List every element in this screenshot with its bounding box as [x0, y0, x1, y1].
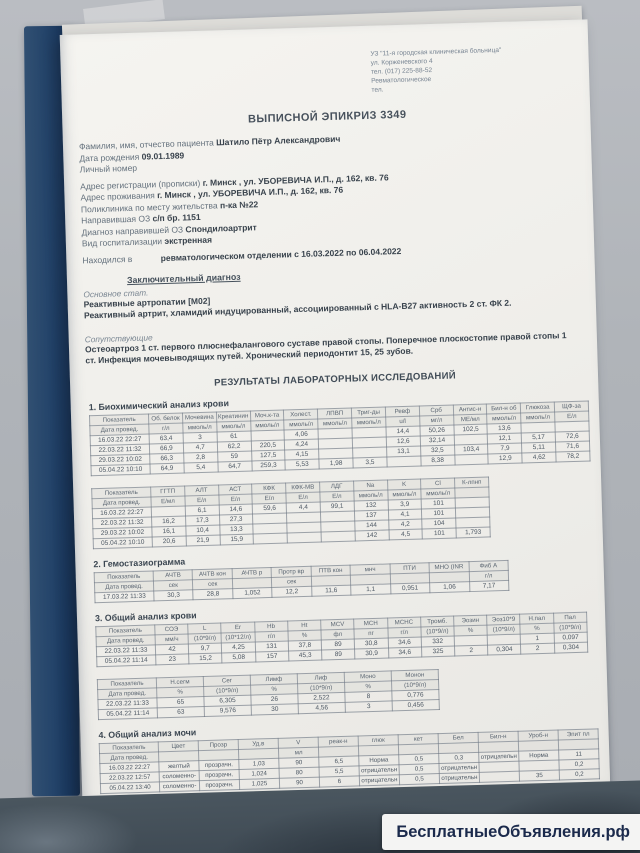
- table-cell: 30: [251, 703, 299, 716]
- table-cell: 05.04.22 10:10: [90, 464, 151, 476]
- table-cell: [479, 771, 520, 783]
- field-value: п-ка №22: [219, 198, 259, 210]
- table-cell: отрицательн: [439, 772, 480, 784]
- lab-results-title: РЕЗУЛЬТАТЫ ЛАБОРАТОРНЫХ ИССЛЕДОВАНИЙ: [214, 370, 457, 389]
- field-value: ревматологическом отделении с 16.03.2022…: [160, 245, 402, 263]
- table-cell: 63: [157, 706, 205, 718]
- table-cell: 05.04.22 13:40: [100, 781, 160, 794]
- field-value: Шатило Пётр Александрович: [216, 133, 341, 148]
- clinic-header: УЗ "11-я городская клиническая больница"…: [370, 45, 531, 95]
- table-cell: 1,025: [239, 778, 280, 790]
- table-cell: [253, 532, 288, 544]
- table-cell: 0,5: [399, 773, 440, 785]
- table-cell: 1,793: [456, 526, 491, 538]
- table-cell: 21,9: [185, 534, 220, 546]
- table-cell: 23: [155, 653, 190, 665]
- table-cell: 5,4: [183, 462, 218, 474]
- table-cell: 64,9: [149, 463, 185, 475]
- table-cell: 20,6: [152, 535, 187, 547]
- field-label: Вид госпитализации: [81, 235, 165, 249]
- table-cell: 15,2: [188, 652, 223, 664]
- table-cell: соломенно-: [159, 780, 200, 792]
- table-cell: 5,53: [285, 458, 320, 470]
- cbc-table-2: Показатель Н.сегм Сег Лимф Лиф Моно Монон Дата …: [97, 669, 440, 720]
- table-cell: отрицательн: [359, 774, 400, 786]
- table-cell: [287, 531, 322, 543]
- table-cell: 64,7: [217, 461, 252, 472]
- table-cell: 0,456: [392, 699, 440, 711]
- table-cell: 45,3: [288, 650, 322, 661]
- watermark: БесплатныеОбъявления.рф: [382, 814, 640, 850]
- field-value: с/п бр. 1151: [152, 211, 201, 224]
- field-value: экстренная: [164, 234, 213, 246]
- table-cell: 3,5: [352, 456, 388, 468]
- table-cell: 4,62: [522, 451, 557, 463]
- table-cell: 05.04.22 11:14: [98, 707, 158, 720]
- table-cell: 259,3: [251, 459, 286, 471]
- biochemistry-table-1: Показатель Об. белок Мочевина Креатинин Моч.…: [89, 400, 591, 476]
- table-cell: 325: [421, 646, 455, 658]
- table-cell: 0,2: [559, 768, 600, 781]
- table-cell: 2: [520, 643, 555, 655]
- table-cell: 157: [255, 650, 289, 662]
- table-cell: 12,2: [271, 586, 312, 598]
- table-cell: 30,9: [354, 648, 389, 660]
- table-cell: 6: [319, 775, 360, 788]
- table-cell: 1,1: [350, 583, 391, 596]
- table-cell: 9,576: [204, 705, 252, 717]
- table-cell: 34,6: [388, 647, 422, 659]
- table-cell: 142: [354, 529, 389, 541]
- document-page: УЗ "11-я городская клиническая больница"…: [59, 19, 611, 827]
- table-cell: 3: [345, 700, 393, 713]
- table-cell: [321, 530, 356, 542]
- biochemistry-table-2: Показатель ГГТП АЛТ АСТ КФК КФК-МВ ЛДГ Na K Cl К-л…: [91, 476, 491, 549]
- table-cell: 11,6: [311, 585, 352, 597]
- table-cell: 90: [279, 777, 320, 789]
- document-title: ВЫПИСНОЙ ЭПИКРИЗ 3349: [247, 108, 407, 126]
- field-label: Находился в: [82, 253, 133, 265]
- table-cell: 101: [422, 527, 457, 539]
- table-cell: 89: [321, 649, 356, 660]
- table-cell: 78,2: [555, 450, 591, 462]
- table-cell: [386, 455, 421, 467]
- patient-info: Фамилия, имя, отчество пациента Шатило П…: [79, 127, 580, 267]
- table-cell: 2: [454, 645, 488, 657]
- table-cell: 28,8: [193, 588, 233, 600]
- table-cell: 4,56: [298, 702, 346, 714]
- table-cell: 1,052: [232, 587, 273, 599]
- table-cell: 8,38: [420, 454, 455, 466]
- table-cell: 7,17: [469, 580, 509, 592]
- table-cell: 4,5: [388, 528, 423, 540]
- field-label: Направившая ОЗ: [81, 213, 153, 226]
- field-label: Дата рождения: [79, 151, 142, 163]
- field-value: 09.01.1989: [141, 149, 185, 162]
- table-cell: 0,304: [554, 642, 588, 654]
- field-label: Адрес проживания: [80, 190, 158, 203]
- table-cell: [454, 453, 489, 465]
- table-cell: 05.04.22 10:10: [93, 536, 153, 549]
- table-cell: 17.03.22 11:33: [94, 590, 155, 603]
- table-cell: 30,3: [153, 589, 194, 601]
- table-cell: 5,08: [222, 651, 256, 663]
- table-cell: 1,06: [429, 581, 470, 593]
- table-cell: 35: [519, 770, 560, 782]
- table-cell: 0,304: [487, 644, 522, 656]
- table-cell: 15,9: [219, 533, 254, 545]
- field-label: Фамилия, имя, отчество пациента: [78, 137, 217, 152]
- table-cell: 05.04.22 11:14: [96, 654, 156, 667]
- table-cell: 12,9: [488, 452, 523, 464]
- table-cell: прозрачн.: [199, 779, 240, 791]
- field-value: Спондилоартрит: [185, 221, 257, 234]
- table-cell: 0,951: [390, 582, 430, 594]
- table-cell: 1,98: [319, 457, 354, 469]
- field-label: Личный номер: [79, 162, 138, 175]
